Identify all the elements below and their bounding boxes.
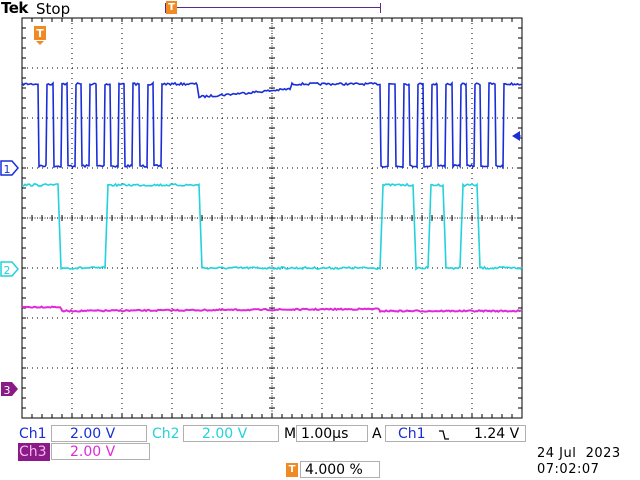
ch3-ground-marker[interactable]: 3	[1, 382, 18, 397]
trigger-position-value: 4.000 %	[300, 461, 380, 478]
run-status: Stop	[36, 0, 71, 18]
trigger-position-bar	[165, 3, 381, 13]
time-readout: 07:02:07	[537, 462, 600, 477]
trigger-source: Ch1	[398, 426, 426, 442]
trigger-level-value: 1.24 V	[474, 426, 520, 442]
ch2-waveform	[21, 182, 523, 271]
trigger-position-top-marker: T	[166, 1, 177, 14]
brand-label: Tek	[1, 0, 28, 17]
ch1-ground-marker[interactable]: 1	[0, 160, 19, 176]
trigger-position-icon: T	[286, 463, 298, 477]
timebase-label: M	[284, 426, 297, 442]
ch3-waveform	[21, 305, 522, 313]
graticule	[21, 17, 523, 419]
ch2-scale-value: 2.00 V	[183, 425, 279, 442]
trigger-settings-box: Ch1 1.24 V	[385, 425, 526, 442]
timebase-value: 1.00µs	[296, 425, 368, 442]
ch1-readout-label: Ch1	[19, 426, 47, 442]
trigger-time-marker-label: T	[36, 27, 44, 40]
ch1-marker-label: 1	[4, 163, 11, 176]
brand-text: Tek	[1, 0, 28, 17]
date-readout: 24 Jul 2023	[537, 446, 621, 461]
ch2-readout-label: Ch2	[152, 426, 180, 442]
ch2-ground-marker[interactable]: 2	[0, 261, 19, 277]
trigger-mode-label: A	[372, 426, 382, 442]
ch3-readout-label: Ch3	[18, 443, 50, 461]
falling-edge-icon	[439, 430, 449, 440]
ch3-marker-label: 3	[4, 384, 11, 397]
ch1-scale-value: 2.00 V	[51, 425, 147, 442]
ch2-marker-label: 2	[4, 264, 11, 277]
ch1-waveform	[21, 80, 523, 170]
ch3-scale-value: 2.00 V	[51, 443, 150, 460]
trigger-time-marker: T	[34, 26, 46, 45]
